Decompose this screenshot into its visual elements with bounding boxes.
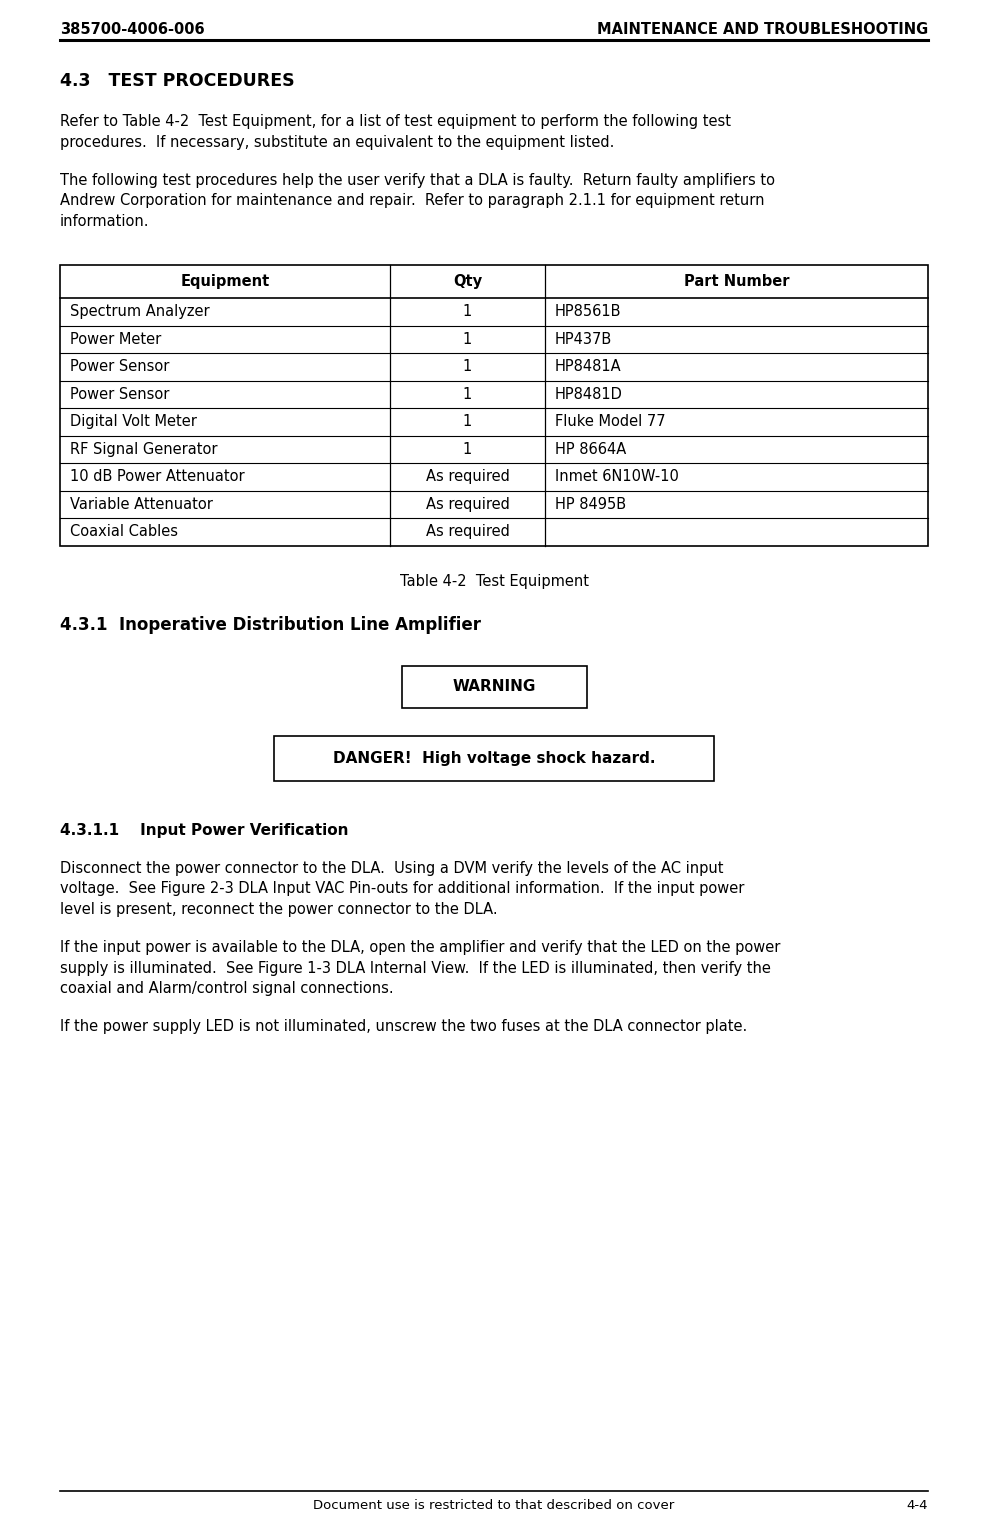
Text: If the input power is available to the DLA, open the amplifier and verify that t: If the input power is available to the D…: [60, 940, 781, 955]
Text: information.: information.: [60, 215, 149, 228]
Text: Digital Volt Meter: Digital Volt Meter: [70, 414, 197, 429]
Text: Qty: Qty: [453, 274, 482, 288]
Text: 1: 1: [462, 359, 472, 374]
Text: 4-4: 4-4: [907, 1499, 928, 1512]
Text: Andrew Corporation for maintenance and repair.  Refer to paragraph 2.1.1 for equ: Andrew Corporation for maintenance and r…: [60, 193, 765, 208]
Text: Spectrum Analyzer: Spectrum Analyzer: [70, 304, 209, 319]
Text: 1: 1: [462, 331, 472, 346]
Text: 1: 1: [462, 304, 472, 319]
Text: Table 4-2  Test Equipment: Table 4-2 Test Equipment: [399, 573, 589, 589]
Text: Coaxial Cables: Coaxial Cables: [70, 524, 178, 540]
Text: Equipment: Equipment: [181, 274, 270, 288]
Text: 1: 1: [462, 442, 472, 457]
Bar: [60, 265, 928, 546]
Text: Refer to Table 4-2  Test Equipment, for a list of test equipment to perform the : Refer to Table 4-2 Test Equipment, for a…: [60, 113, 731, 129]
Text: 4.3.1  Inoperative Distribution Line Amplifier: 4.3.1 Inoperative Distribution Line Ampl…: [60, 616, 481, 633]
Text: 385700-4006-006: 385700-4006-006: [60, 21, 205, 37]
Text: 1: 1: [462, 414, 472, 429]
Text: Power Sensor: Power Sensor: [70, 386, 169, 402]
Text: WARNING: WARNING: [453, 679, 535, 694]
Text: MAINTENANCE AND TROUBLESHOOTING: MAINTENANCE AND TROUBLESHOOTING: [597, 21, 928, 37]
Text: As required: As required: [426, 497, 510, 512]
Text: As required: As required: [426, 469, 510, 484]
Text: Inmet 6N10W-10: Inmet 6N10W-10: [555, 469, 679, 484]
Text: Disconnect the power connector to the DLA.  Using a DVM verify the levels of the: Disconnect the power connector to the DL…: [60, 860, 723, 875]
Text: The following test procedures help the user verify that a DLA is faulty.  Return: The following test procedures help the u…: [60, 173, 775, 189]
Text: 4.3   TEST PROCEDURES: 4.3 TEST PROCEDURES: [60, 72, 294, 90]
Bar: [274, 736, 714, 780]
Text: RF Signal Generator: RF Signal Generator: [70, 442, 217, 457]
Text: Part Number: Part Number: [684, 274, 789, 288]
Text: As required: As required: [426, 524, 510, 540]
Text: 1: 1: [462, 386, 472, 402]
Text: Power Meter: Power Meter: [70, 331, 161, 346]
Text: HP 8664A: HP 8664A: [555, 442, 626, 457]
Text: Variable Attenuator: Variable Attenuator: [70, 497, 212, 512]
Text: Fluke Model 77: Fluke Model 77: [555, 414, 666, 429]
Text: Power Sensor: Power Sensor: [70, 359, 169, 374]
Text: 4.3.1.1    Input Power Verification: 4.3.1.1 Input Power Verification: [60, 823, 349, 837]
Text: level is present, reconnect the power connector to the DLA.: level is present, reconnect the power co…: [60, 901, 498, 917]
Text: HP437B: HP437B: [555, 331, 613, 346]
Text: HP8561B: HP8561B: [555, 304, 621, 319]
Text: If the power supply LED is not illuminated, unscrew the two fuses at the DLA con: If the power supply LED is not illuminat…: [60, 1019, 747, 1035]
Text: HP 8495B: HP 8495B: [555, 497, 626, 512]
Text: procedures.  If necessary, substitute an equivalent to the equipment listed.: procedures. If necessary, substitute an …: [60, 135, 615, 150]
Text: HP8481A: HP8481A: [555, 359, 621, 374]
Bar: [401, 665, 587, 708]
Text: 10 dB Power Attenuator: 10 dB Power Attenuator: [70, 469, 245, 484]
Text: Document use is restricted to that described on cover: Document use is restricted to that descr…: [313, 1499, 675, 1512]
Text: supply is illuminated.  See Figure 1-3 DLA Internal View.  If the LED is illumin: supply is illuminated. See Figure 1-3 DL…: [60, 961, 771, 975]
Text: coaxial and Alarm/control signal connections.: coaxial and Alarm/control signal connect…: [60, 981, 393, 996]
Text: DANGER!  High voltage shock hazard.: DANGER! High voltage shock hazard.: [333, 751, 655, 765]
Text: voltage.  See Figure 2-3 DLA Input VAC Pin-outs for additional information.  If : voltage. See Figure 2-3 DLA Input VAC Pi…: [60, 881, 744, 895]
Text: HP8481D: HP8481D: [555, 386, 622, 402]
